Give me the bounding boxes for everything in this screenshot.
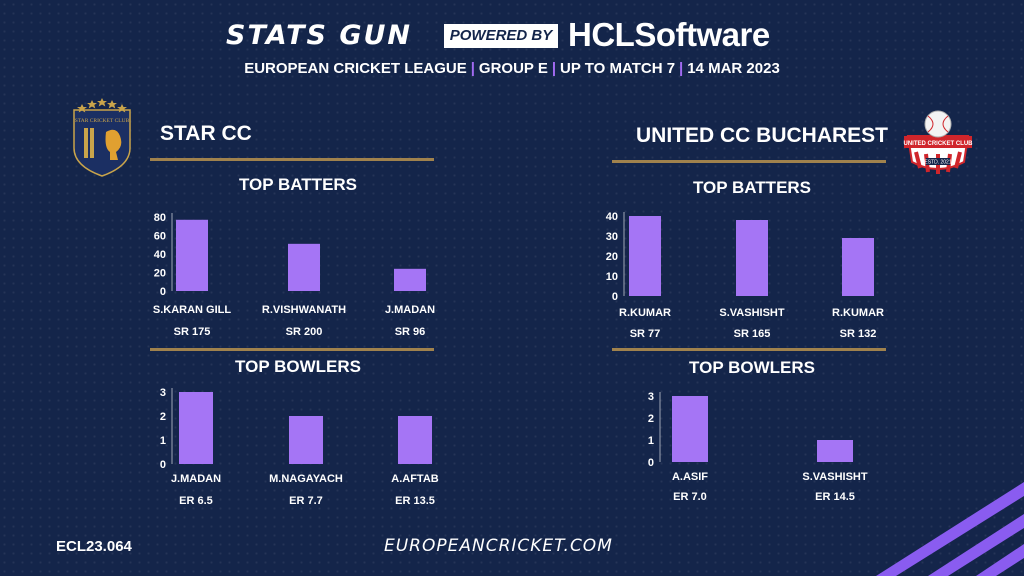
- y-tick-label: 0: [160, 286, 166, 298]
- hcl-software-logo: HCLSoftware: [568, 14, 808, 56]
- category-label: S.VASHISHT: [719, 307, 784, 319]
- y-tick-label: 0: [160, 459, 166, 471]
- bar: [817, 440, 853, 462]
- stat-label: SR 175: [174, 326, 211, 338]
- y-tick-label: 40: [154, 249, 166, 261]
- top-batters-chart-right: 0 10 20 30 40 R.KUMAR SR 77 S.VASHISHT SR 165 R.K…: [606, 211, 884, 340]
- y-tick-label: 1: [160, 435, 166, 447]
- hcl-logo-bold: HCL: [568, 16, 635, 53]
- divider-right-mid: [612, 348, 886, 351]
- category-label: S.KARAN GILL: [153, 304, 232, 316]
- stat-label: ER 7.7: [289, 495, 323, 507]
- league-name: EUROPEAN CRICKET LEAGUE: [244, 60, 467, 77]
- category-label: A.ASIF: [672, 471, 708, 483]
- top-bowlers-chart-right: 0 1 2 3 A.ASIF ER 7.0 S.VASHISHT ER 14.5: [648, 391, 868, 503]
- bar: [672, 396, 708, 462]
- group-name: GROUP E: [478, 60, 548, 77]
- top-batters-chart-left: 0 20 40 60 80 S.KARAN GILL SR 175 R.VISHWANATH S…: [153, 212, 435, 338]
- y-tick-label: 0: [648, 457, 654, 469]
- y-tick-label: 60: [154, 231, 166, 243]
- stat-label: SR 165: [734, 328, 771, 340]
- y-tick-label: 1: [648, 435, 654, 447]
- stat-label: SR 96: [395, 326, 426, 338]
- y-tick-label: 3: [648, 391, 654, 403]
- y-tick-label: 2: [648, 413, 654, 425]
- powered-by-badge: POWERED BY: [444, 24, 558, 48]
- category-label: S.VASHISHT: [802, 471, 867, 483]
- top-bowlers-title-right: TOP BOWLERS: [689, 358, 815, 377]
- y-tick-label: 0: [612, 291, 618, 303]
- stats-date: 14 MAR 2023: [687, 60, 780, 77]
- star-logo-text: STAR CRICKET CLUB: [75, 118, 130, 124]
- stat-label: ER 6.5: [179, 495, 213, 507]
- hcl-logo-rest: Software: [634, 16, 770, 53]
- category-label: J.MADAN: [385, 304, 435, 316]
- bar: [179, 392, 213, 464]
- bar: [176, 219, 208, 291]
- category-label: J.MADAN: [171, 473, 221, 485]
- category-label: R.KUMAR: [619, 307, 671, 319]
- bar: [394, 268, 426, 291]
- stat-label: ER 13.5: [395, 495, 435, 507]
- stat-label: ER 14.5: [815, 491, 855, 503]
- top-batters-title-right: TOP BATTERS: [692, 178, 812, 197]
- subtitle-bar: EUROPEAN CRICKET LEAGUE | GROUP E | UP TO MA…: [244, 60, 780, 77]
- y-tick-label: 80: [154, 212, 166, 224]
- decorative-stripes: [876, 482, 1024, 576]
- category-label: M.NAGAYACH: [269, 473, 343, 485]
- team-name-left: STAR CC: [160, 122, 252, 145]
- graphic-code: ECL23.064: [56, 538, 132, 555]
- divider-right-top: [612, 160, 886, 163]
- stat-label: ER 7.0: [673, 491, 707, 503]
- category-label: R.KUMAR: [832, 307, 884, 319]
- united-cricket-club-logo: UNITED CRICKET CLUB ESTD. 2021: [904, 110, 974, 174]
- team-name-right: UNITED CC BUCHAREST: [636, 124, 888, 147]
- y-tick-label: 30: [606, 231, 618, 243]
- bar: [288, 243, 320, 291]
- stat-label: SR 200: [286, 326, 323, 338]
- bar: [629, 216, 661, 296]
- stat-label: SR 77: [630, 328, 661, 340]
- united-logo-text: UNITED CRICKET CLUB: [904, 141, 974, 147]
- category-label: A.AFTAB: [391, 473, 439, 485]
- star-cricket-club-logo: STAR CRICKET CLUB: [73, 98, 131, 177]
- top-bowlers-chart-left: 0 1 2 3 J.MADAN ER 6.5 M.NAGAYACH ER 7.7 A.AFTAB…: [160, 387, 439, 507]
- divider-left-mid: [150, 348, 434, 351]
- match-stage: UP TO MATCH 7: [560, 60, 676, 77]
- bar: [736, 220, 768, 296]
- stat-label: SR 132: [840, 328, 877, 340]
- website-link[interactable]: EUROPEANCRICKET.COM: [384, 536, 613, 556]
- united-logo-estd: ESTD. 2021: [924, 160, 951, 166]
- y-tick-label: 20: [606, 251, 618, 263]
- y-tick-label: 10: [606, 271, 618, 283]
- bar: [398, 416, 432, 464]
- y-tick-label: 2: [160, 411, 166, 423]
- y-tick-label: 40: [606, 211, 618, 223]
- bar: [842, 238, 874, 296]
- y-tick-label: 20: [154, 268, 166, 280]
- top-bowlers-title-left: TOP BOWLERS: [235, 357, 361, 376]
- y-tick-label: 3: [160, 387, 166, 399]
- category-label: R.VISHWANATH: [262, 304, 346, 316]
- top-batters-title-left: TOP BATTERS: [238, 175, 358, 194]
- bar: [289, 416, 323, 464]
- divider-left-top: [150, 158, 434, 161]
- stats-gun-logo: STATS GUN: [226, 20, 413, 51]
